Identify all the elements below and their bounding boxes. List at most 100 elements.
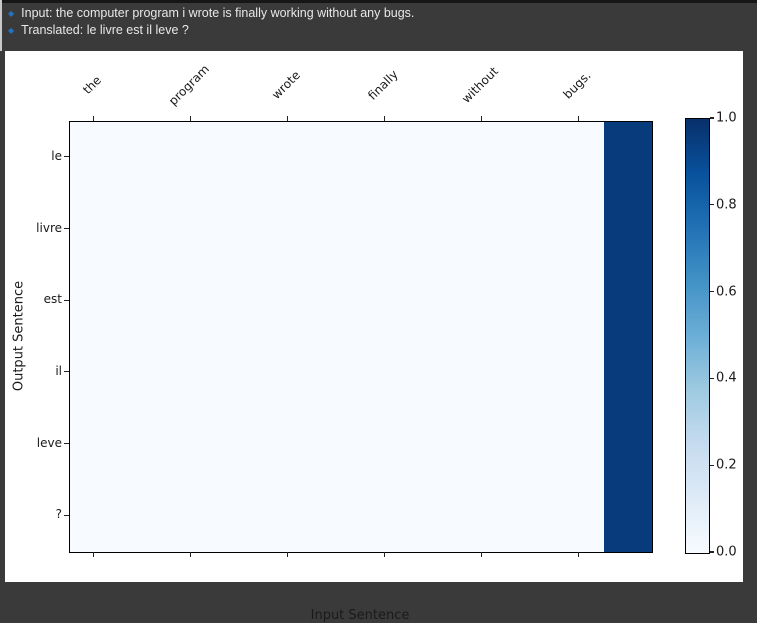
heatmap-cell (506, 480, 555, 552)
input-sentence-text: Input: the computer program i wrote is f… (21, 6, 415, 20)
heatmap-cell (409, 193, 458, 266)
heatmap-cell (70, 193, 119, 266)
attention-figure: the program wrote finally without bugs. le liv… (5, 51, 743, 623)
output-text-header: ◆ Input: the computer program i wrote is … (8, 5, 747, 39)
heatmap-cell (409, 408, 458, 481)
heatmap-cell (215, 336, 264, 409)
tick-mark (286, 116, 288, 121)
heatmap-cell (409, 480, 458, 552)
attention-heatmap-plot (69, 121, 653, 553)
heatmap-cell (167, 336, 216, 409)
heatmap-cell (361, 408, 410, 481)
heatmap-cell (118, 408, 167, 481)
y-axis-title: Output Sentence (11, 280, 27, 392)
heatmap-cell (603, 480, 652, 552)
heatmap-cell (312, 336, 361, 409)
heatmap-cell (458, 480, 507, 552)
heatmap-cell (264, 480, 313, 552)
heatmap-cell (118, 122, 167, 194)
x-tick-label: wrote (269, 68, 304, 102)
y-tick-label: est (43, 292, 62, 307)
heatmap-cell (215, 480, 264, 552)
heatmap-cell (264, 193, 313, 266)
x-tick-label: bugs. (560, 68, 594, 102)
tick-mark (480, 116, 482, 121)
heatmap-cell (312, 480, 361, 552)
translated-sentence-text: Translated: le livre est il leve ? (21, 23, 189, 37)
input-sentence-line: ◆ Input: the computer program i wrote is … (8, 5, 747, 22)
tick-mark (92, 552, 94, 557)
heatmap-cell (264, 265, 313, 337)
heatmap-cell (118, 480, 167, 552)
bullet-icon: ◆ (8, 9, 15, 18)
heatmap-cell (312, 193, 361, 266)
colorbar-tick-label: 0.8 (716, 197, 737, 213)
colorbar-tick-label: 0.6 (716, 284, 737, 300)
heatmap-cell (118, 336, 167, 409)
tick-mark (189, 116, 191, 121)
y-tick-label: le (51, 148, 62, 163)
tick-mark (92, 116, 94, 121)
heatmap-cell (312, 408, 361, 481)
colorbar-tick-label: 0.4 (716, 370, 737, 386)
heatmap-cell (264, 122, 313, 194)
heatmap-cell (458, 408, 507, 481)
x-tick-label: without (459, 64, 502, 106)
tick-mark (577, 552, 579, 557)
heatmap-cell (555, 336, 604, 409)
bullet-icon: ◆ (8, 26, 15, 35)
tick-mark (64, 299, 69, 301)
heatmap-cell (409, 265, 458, 337)
tick-mark (64, 227, 69, 230)
y-tick-label: ? (55, 507, 62, 522)
heatmap-cell (167, 193, 216, 266)
heatmap-grid (70, 122, 652, 552)
heatmap-cell (506, 336, 555, 409)
heatmap-cell (264, 336, 313, 409)
heatmap-cell (167, 265, 216, 337)
colorbar (685, 118, 710, 554)
y-tick-label: il (55, 363, 62, 378)
heatmap-cell (458, 336, 507, 409)
x-axis-title: Input Sentence (310, 608, 410, 623)
colorbar-tick-mark (710, 551, 714, 553)
heatmap-cell (458, 265, 507, 337)
tick-mark (189, 552, 191, 557)
x-tick-label: program (166, 61, 213, 109)
colorbar-tick-mark (710, 117, 714, 119)
heatmap-cell (555, 122, 604, 194)
heatmap-cell (555, 408, 604, 481)
x-tick-label: finally (365, 67, 402, 103)
y-tick-label: livre (36, 220, 62, 235)
heatmap-cell (603, 122, 652, 194)
heatmap-cell (215, 265, 264, 337)
tick-mark (286, 552, 288, 557)
tick-mark (480, 552, 482, 557)
colorbar-tick-mark (710, 204, 714, 206)
heatmap-cell (167, 480, 216, 552)
heatmap-cell (70, 265, 119, 337)
tick-mark (64, 514, 69, 516)
colorbar-tick-mark (710, 377, 714, 379)
top-border (0, 0, 757, 3)
colorbar-tick-label: 0.0 (716, 544, 737, 560)
heatmap-cell (312, 122, 361, 194)
heatmap-cell (603, 336, 652, 409)
tick-mark (383, 116, 385, 121)
heatmap-cell (167, 122, 216, 194)
colorbar-tick-label: 1.0 (716, 110, 737, 126)
tick-mark (64, 442, 69, 445)
heatmap-cell (167, 408, 216, 481)
heatmap-cell (312, 265, 361, 337)
heatmap-cell (458, 193, 507, 266)
y-tick-label: leve (36, 435, 62, 450)
heatmap-cell (70, 336, 119, 409)
heatmap-cell (361, 265, 410, 337)
heatmap-cell (555, 265, 604, 337)
heatmap-cell (361, 480, 410, 552)
heatmap-cell (506, 408, 555, 481)
heatmap-cell (215, 193, 264, 266)
heatmap-cell (118, 265, 167, 337)
heatmap-cell (361, 122, 410, 194)
colorbar-tick-mark (710, 291, 714, 293)
